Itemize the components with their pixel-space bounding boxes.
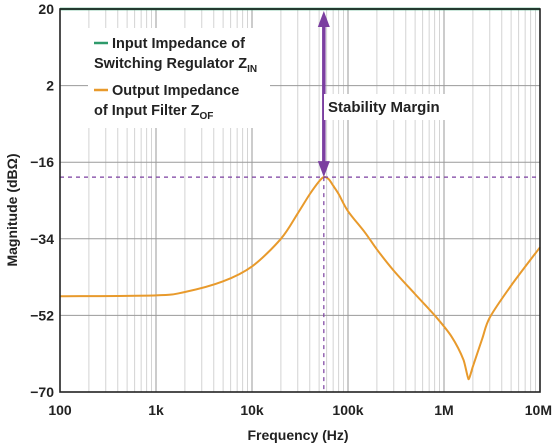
legend-entry-zin: Input Impedance of [112,36,245,52]
annotation-layer [60,11,540,392]
x-tick-label: 1k [148,402,164,418]
legend-zin-sub: IN [247,64,257,75]
series-line-zof [59,176,541,381]
x-tick-label: 1M [434,402,453,418]
legend: Input Impedance of Switching Regulator Z… [88,28,270,128]
stability-margin-arrowhead-top [317,11,330,27]
legend-background [88,28,270,128]
stability-margin-label-bg [324,94,454,120]
legend-entry-zof: Output Impedance [112,83,239,99]
x-tick-label: 10M [525,402,552,418]
legend-zof-line1: Output Impedance [112,83,239,99]
y-tick-label: 2 [46,78,54,94]
x-tick-label: 10k [240,402,264,418]
x-tick-label: 100k [332,402,363,418]
stability-margin-label: Stability Margin [328,99,440,116]
legend-zof-line2: of Input Filter Z [94,103,200,119]
y-tick-label: −16 [30,154,54,170]
legend-zin-line2: Switching Regulator Z [94,56,247,72]
y-tick-labels: 20 2 −16 −34 −52 −70 [30,1,54,400]
legend-zin-line1: Input Impedance of [112,36,245,52]
x-tick-labels: 100 1k 10k 100k 1M 10M [48,402,552,418]
legend-entry-zof-line2: of Input Filter ZOF [94,103,213,122]
y-tick-label: 20 [38,1,54,17]
y-tick-label: −70 [30,384,54,400]
x-tick-label: 100 [48,402,72,418]
plot-frame [59,8,541,393]
x-axis-title: Frequency (Hz) [247,427,348,443]
legend-entry-zin-line2: Switching Regulator ZIN [94,56,257,75]
legend-zof-sub: OF [200,111,214,122]
stability-margin-arrowhead-bottom [317,161,330,178]
y-tick-label: −34 [30,231,54,247]
y-axis-title: Magnitude (dBΩ) [4,153,20,266]
y-tick-label: −52 [30,307,54,323]
